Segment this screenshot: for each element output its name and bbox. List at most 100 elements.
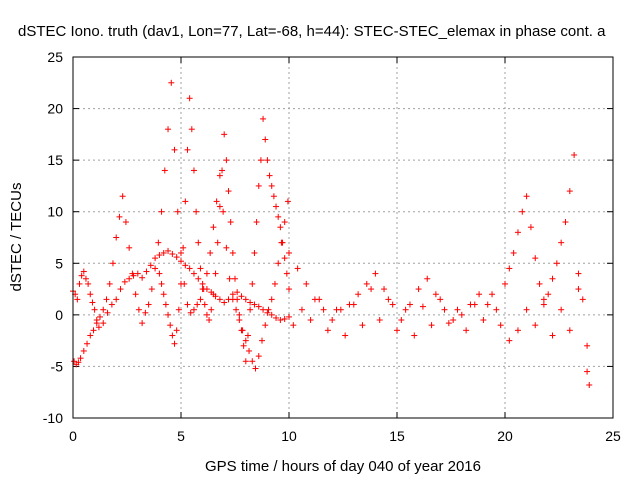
data-point	[268, 182, 275, 189]
data-point	[197, 296, 204, 303]
data-point	[527, 224, 534, 231]
data-point	[506, 337, 513, 344]
x-axis-label: GPS time / hours of day 040 of year 2016	[205, 458, 481, 475]
data-point	[156, 270, 163, 277]
data-point	[290, 322, 297, 329]
data-point	[171, 340, 178, 347]
data-point	[320, 306, 327, 313]
plot-frame	[72, 56, 614, 419]
data-point	[540, 301, 547, 308]
data-point	[223, 244, 230, 251]
data-point	[78, 272, 85, 279]
data-point	[238, 293, 245, 300]
data-point	[545, 291, 552, 298]
data-point	[165, 247, 172, 254]
data-point	[97, 313, 103, 320]
data-point	[281, 315, 288, 322]
data-point	[273, 314, 280, 321]
data-point	[275, 213, 282, 220]
data-point	[165, 126, 172, 133]
data-point	[236, 317, 243, 324]
data-point	[286, 249, 292, 256]
data-point	[281, 255, 288, 262]
data-point	[329, 317, 336, 324]
data-point	[363, 280, 370, 287]
data-point	[206, 317, 213, 324]
data-point	[169, 332, 176, 339]
data-point	[232, 275, 238, 282]
data-point	[251, 249, 258, 256]
data-point	[165, 311, 172, 318]
data-point	[428, 322, 435, 329]
data-point	[242, 337, 249, 344]
data-point	[171, 146, 178, 153]
data-point	[126, 244, 133, 251]
y-tick-label: -10	[43, 410, 63, 426]
data-point	[210, 291, 217, 298]
data-point	[510, 249, 517, 256]
data-point	[156, 252, 163, 259]
data-point	[368, 286, 375, 293]
y-tick-label: 15	[47, 152, 63, 168]
data-point	[190, 306, 197, 313]
data-point	[109, 260, 116, 267]
data-point	[161, 167, 168, 174]
data-points	[70, 79, 593, 388]
data-point	[168, 79, 175, 86]
data-point	[294, 265, 301, 272]
data-point	[437, 296, 444, 303]
x-tick-label: 10	[281, 428, 297, 444]
y-tick-label: 25	[47, 49, 63, 65]
data-point	[558, 306, 565, 313]
data-point	[244, 332, 251, 339]
data-point	[122, 219, 129, 226]
data-point	[100, 320, 107, 327]
data-point	[242, 296, 249, 303]
data-point	[385, 296, 392, 303]
data-point	[95, 324, 102, 331]
data-point	[471, 301, 478, 308]
data-point	[91, 306, 98, 313]
data-point	[398, 317, 405, 324]
tick-labels: 0 5 10 15 20 25 -10 -5 0 5 10 15 20 25	[43, 49, 621, 444]
data-point	[489, 291, 496, 298]
y-tick-label: 20	[47, 101, 63, 117]
data-point	[173, 254, 180, 261]
data-point	[406, 301, 413, 308]
data-point	[160, 291, 167, 298]
data-point	[454, 306, 461, 313]
data-point	[549, 275, 556, 282]
data-point	[253, 219, 260, 226]
data-point	[355, 291, 362, 298]
data-point	[359, 322, 366, 329]
data-point	[216, 296, 223, 303]
data-point	[249, 280, 256, 287]
data-point	[152, 265, 159, 272]
data-point	[87, 291, 94, 298]
data-point	[402, 306, 409, 313]
data-point	[212, 270, 219, 277]
data-point	[116, 213, 123, 220]
data-point	[271, 280, 278, 287]
data-point	[100, 306, 107, 313]
axis-ticks	[72, 56, 614, 419]
data-point	[234, 289, 241, 296]
data-point	[74, 296, 81, 303]
data-point	[139, 320, 146, 327]
data-point	[523, 193, 530, 200]
data-point	[523, 306, 530, 313]
data-point	[145, 301, 152, 308]
data-point	[186, 95, 193, 102]
data-point	[158, 208, 165, 215]
data-point	[221, 131, 228, 138]
data-point	[89, 299, 96, 306]
data-point	[265, 306, 272, 313]
x-tick-label: 15	[389, 428, 405, 444]
data-point	[210, 224, 217, 231]
data-point	[80, 347, 87, 354]
data-point	[242, 358, 249, 365]
data-point	[536, 280, 543, 287]
data-point	[187, 309, 194, 316]
data-point	[273, 203, 280, 210]
data-point	[558, 239, 565, 246]
